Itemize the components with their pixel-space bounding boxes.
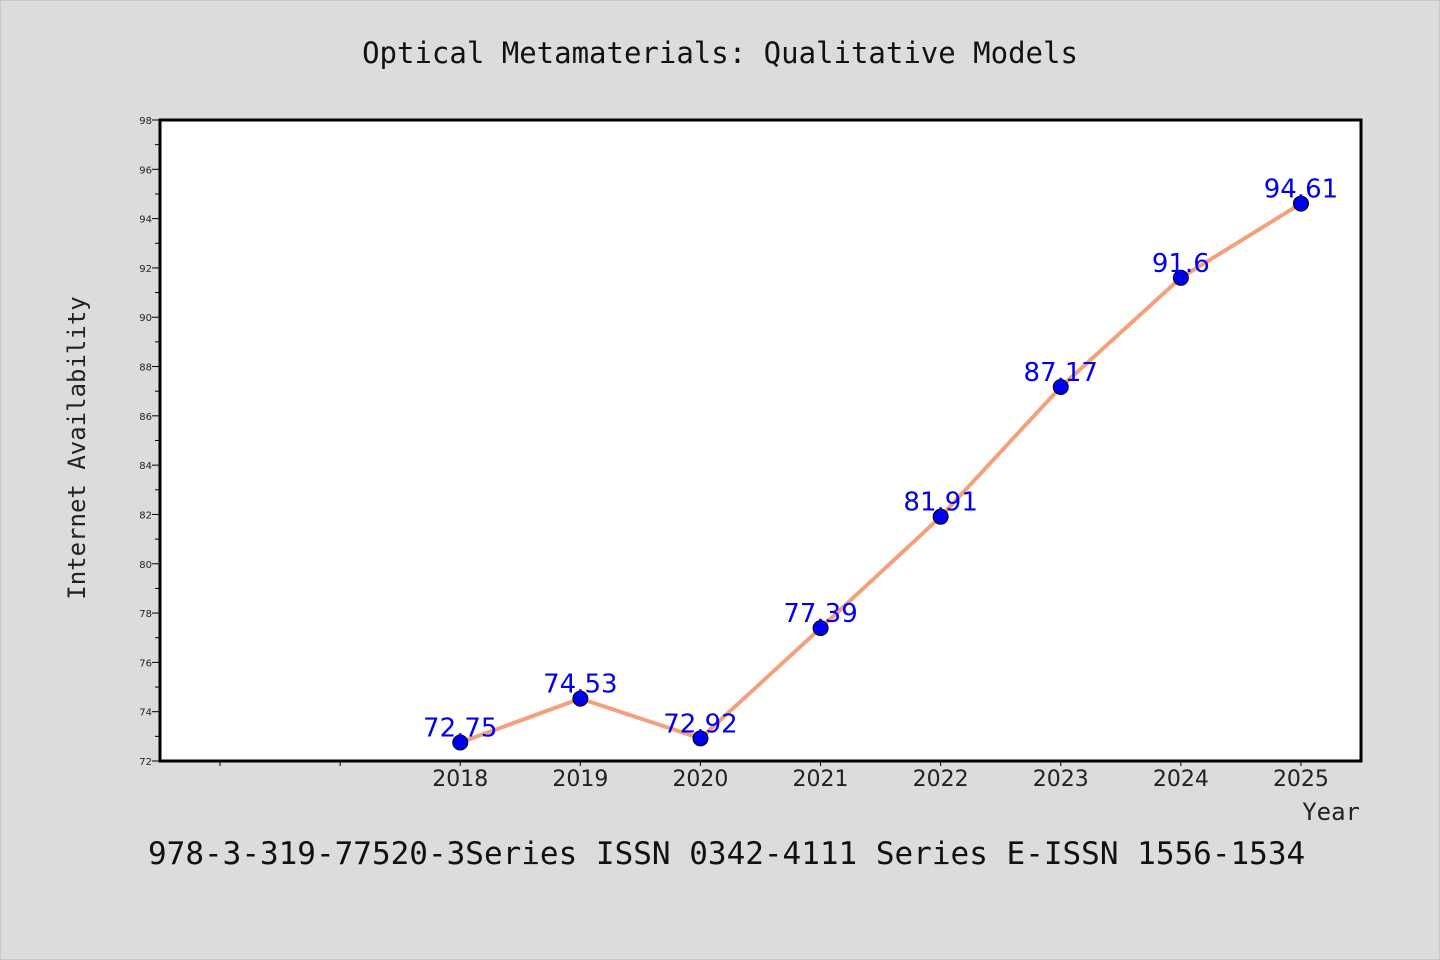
x-tick-label: 2018 xyxy=(432,767,488,792)
x-tick-label: 2022 xyxy=(913,767,969,792)
y-tick-label: 98 xyxy=(139,116,152,127)
data-label: 81.91 xyxy=(903,488,977,518)
data-point xyxy=(1052,379,1069,396)
y-axis-ticks: 72 74 76 78 80 82 84 86 88 90 92 94 96 98 xyxy=(139,116,160,768)
plot-area xyxy=(158,118,1363,763)
y-tick-label: 76 xyxy=(139,658,152,669)
y-tick-label: 84 xyxy=(139,461,152,472)
data-point xyxy=(1172,269,1189,286)
data-point xyxy=(812,620,829,637)
y-tick-label: 72 xyxy=(139,757,152,768)
x-tick-label: 2024 xyxy=(1153,767,1209,792)
series-layer: 72.75 74.53 72.92 77.39 81.91 87.17 91.6 94.61 xyxy=(423,175,1338,751)
data-label: 87.17 xyxy=(1024,358,1098,388)
y-tick-label: 90 xyxy=(139,313,152,324)
y-axis-label: Internet Availability xyxy=(63,296,91,599)
x-axis-label: Year xyxy=(1302,798,1360,826)
footer-note: 978-3-319-77520-3Series ISSN 0342-4111 S… xyxy=(148,836,1305,872)
x-tick-label: 2019 xyxy=(552,767,608,792)
y-tick-label: 80 xyxy=(139,560,152,571)
data-label: 72.75 xyxy=(423,714,497,744)
y-tick-label: 78 xyxy=(139,609,152,620)
data-label: 72.92 xyxy=(663,709,737,739)
data-point xyxy=(692,730,709,747)
data-point xyxy=(452,734,469,751)
x-tick-label: 2023 xyxy=(1033,767,1089,792)
data-label: 74.53 xyxy=(543,670,617,700)
x-axis-ticks: 2018 2019 2020 2021 2022 2023 2024 2025 xyxy=(219,761,1329,792)
data-point xyxy=(572,690,589,707)
data-point xyxy=(1292,195,1309,212)
x-tick-label: 2021 xyxy=(793,767,849,792)
y-tick-label: 92 xyxy=(139,264,152,275)
data-label: 77.39 xyxy=(783,599,857,629)
series-line xyxy=(458,201,1303,745)
y-tick-label: 88 xyxy=(139,363,152,374)
y-tick-label: 96 xyxy=(139,165,152,176)
y-tick-label: 82 xyxy=(139,510,152,521)
data-label: 94.61 xyxy=(1264,175,1338,205)
y-tick-label: 86 xyxy=(139,412,152,423)
data-point xyxy=(932,508,949,525)
x-tick-label: 2025 xyxy=(1273,767,1329,792)
x-tick-label: 2020 xyxy=(672,767,728,792)
chart-title: Optical Metamaterials: Qualitative Model… xyxy=(362,36,1078,70)
y-tick-label: 74 xyxy=(139,708,152,719)
data-label: 91.6 xyxy=(1152,249,1210,279)
y-tick-label: 94 xyxy=(139,215,152,226)
